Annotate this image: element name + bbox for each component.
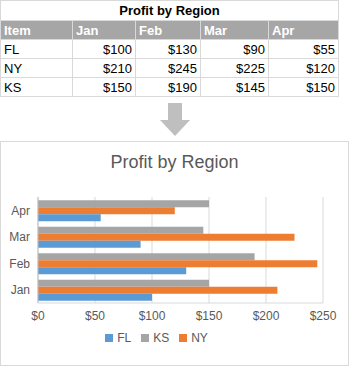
html-text:Feb: Feb (139, 22, 163, 38)
html-text:FL: FL (4, 41, 20, 57)
html-text:$150: $150 (306, 79, 335, 95)
html-text:$150: $150 (103, 79, 132, 95)
html-text:Profit by Region: Profit by Region (119, 3, 220, 18)
html-text:$90: $90 (243, 41, 265, 57)
html-text:Mar: Mar (204, 22, 228, 38)
html-text:$120: $120 (306, 60, 335, 76)
svg-text:Mar: Mar (9, 230, 30, 244)
html-text:NY: NY (191, 331, 208, 345)
svg-text:$50: $50 (85, 309, 105, 323)
html-text:Profit by Region: Profit by Region (110, 152, 239, 172)
html-text:FL: FL (117, 331, 132, 345)
html-text:$55: $55 (313, 41, 335, 57)
svg-text:Apr: Apr (11, 204, 30, 218)
html-text:Apr: Apr (272, 22, 295, 38)
html-text:KS: KS (153, 331, 170, 345)
html-text:$145: $145 (236, 79, 265, 95)
html-text:$190: $190 (168, 79, 197, 95)
svg-text:Jan: Jan (11, 283, 30, 297)
svg-text:Feb: Feb (9, 257, 30, 271)
html-text:$225: $225 (236, 60, 265, 76)
html-text:NY: NY (4, 60, 23, 76)
html-text:Item: Item (4, 22, 31, 38)
html-text:Jan: Jan (76, 22, 99, 38)
html-text:$210: $210 (103, 60, 132, 76)
svg-text:$0: $0 (31, 309, 45, 323)
html-text:KS: KS (4, 79, 22, 95)
html-text:$130: $130 (168, 41, 197, 57)
svg-text:$250: $250 (310, 309, 337, 323)
svg-text:$200: $200 (253, 309, 280, 323)
svg-text:$150: $150 (196, 309, 223, 323)
html-text:$100: $100 (103, 41, 132, 57)
svg-text:$100: $100 (139, 309, 166, 323)
html-text:$245: $245 (168, 60, 197, 76)
